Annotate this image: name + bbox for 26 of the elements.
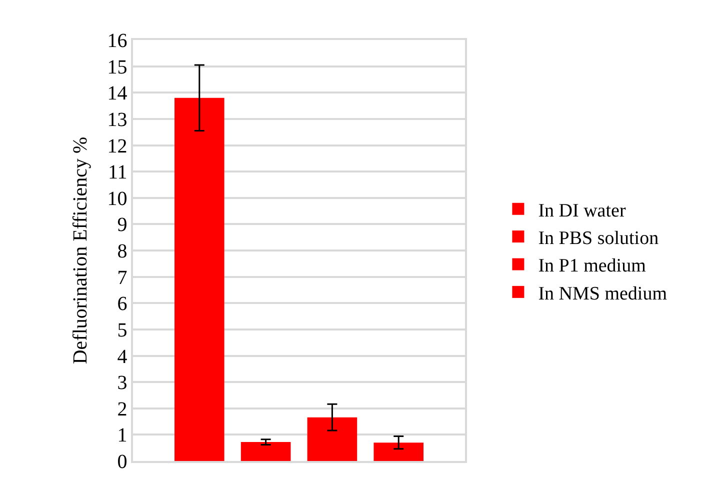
y-tick-label: 6: [117, 293, 128, 316]
y-tick-label: 5: [117, 319, 128, 342]
legend-label: In PBS solution: [538, 228, 660, 249]
y-tick-label: 15: [107, 56, 128, 78]
y-tick-label: 4: [117, 346, 128, 368]
y-tick-label: 11: [108, 162, 128, 184]
y-tick-label: 1: [117, 424, 128, 447]
y-tick-label: 10: [107, 188, 128, 210]
y-tick-label: 14: [107, 82, 128, 105]
y-tick-label: 2: [117, 398, 128, 420]
y-tick-label: 8: [117, 240, 128, 262]
bar: [307, 417, 358, 461]
y-axis-title: Defluorination Efficiency %: [69, 136, 92, 364]
bar: [374, 442, 424, 461]
y-tick-label: 0: [117, 451, 128, 473]
y-tick-label: 13: [107, 108, 128, 131]
legend-label: In P1 medium: [538, 256, 646, 277]
y-tick-label: 7: [117, 266, 128, 289]
legend-label: In DI water: [538, 200, 626, 222]
y-tick-label: 16: [107, 30, 128, 52]
bar: [174, 98, 224, 461]
y-tick-label: 12: [107, 135, 128, 158]
bar: [240, 442, 291, 461]
y-tick-label: 3: [117, 372, 128, 394]
legend-label: In NMS medium: [538, 283, 668, 304]
y-tick-label: 9: [117, 214, 128, 236]
